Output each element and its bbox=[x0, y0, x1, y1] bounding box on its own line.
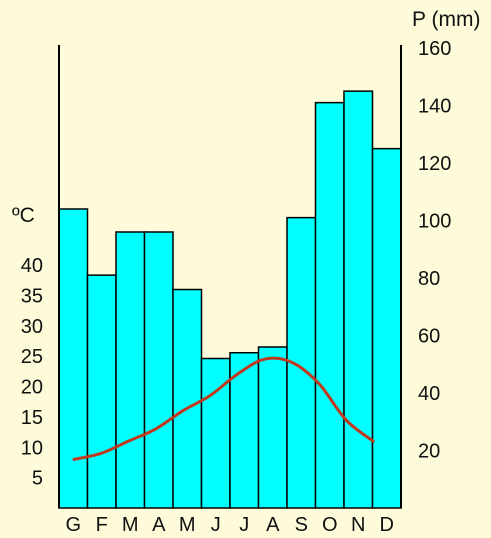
month-label: M bbox=[122, 514, 139, 536]
precipitation-bar bbox=[143, 231, 174, 509]
month-label: F bbox=[96, 514, 108, 536]
month-label: A bbox=[266, 514, 280, 536]
month-label: S bbox=[295, 514, 308, 536]
temperature-tick-label: 15 bbox=[21, 407, 43, 429]
temperature-tick-labels: 5 10 15 20 25 30 35 40 bbox=[21, 255, 43, 490]
precipitation-bar bbox=[115, 231, 146, 509]
month-label: O bbox=[322, 514, 338, 536]
temperature-point bbox=[290, 361, 293, 364]
precipitation-bar bbox=[86, 274, 117, 509]
temperature-tick-label: 25 bbox=[21, 346, 43, 368]
month-label: J bbox=[211, 514, 221, 536]
month-label: G bbox=[65, 514, 81, 536]
temperature-point bbox=[127, 440, 130, 442]
temperature-point bbox=[345, 419, 347, 421]
temperature-tick-label: 10 bbox=[21, 437, 43, 459]
month-label: D bbox=[380, 514, 394, 536]
precipitation-tick-label: 120 bbox=[418, 153, 451, 175]
precipitation-bar bbox=[200, 357, 231, 509]
precipitation-bar bbox=[371, 147, 402, 509]
temperature-line bbox=[72, 356, 375, 461]
precipitation-tick-label: 140 bbox=[418, 96, 451, 118]
month-label: N bbox=[351, 514, 365, 536]
temperature-tick-label: 5 bbox=[32, 468, 43, 490]
month-label: M bbox=[179, 514, 196, 536]
precipitation-axis-label: P (mm) bbox=[412, 8, 480, 31]
month-label: J bbox=[239, 514, 249, 536]
precipitation-bar bbox=[172, 288, 203, 509]
temperature-axis-label: ºC bbox=[12, 204, 35, 227]
temperature-point bbox=[73, 458, 75, 461]
temperature-point bbox=[263, 358, 266, 360]
precipitation-bars bbox=[58, 90, 402, 509]
precipitation-tick-label: 160 bbox=[418, 38, 451, 60]
temperature-tick-label: 20 bbox=[21, 377, 43, 399]
temperature-point bbox=[154, 428, 157, 430]
temperature-tick-label: 30 bbox=[21, 316, 43, 338]
precipitation-tick-label: 80 bbox=[418, 268, 440, 290]
precipitation-tick-labels: 20 40 60 80 100 120 140 160 bbox=[418, 38, 451, 463]
precipitation-bar bbox=[58, 208, 89, 509]
temperature-point bbox=[236, 373, 238, 376]
precipitation-tick-label: 60 bbox=[418, 326, 440, 348]
month-label: A bbox=[152, 514, 166, 536]
temperature-point bbox=[372, 440, 375, 442]
temperature-point bbox=[100, 452, 102, 455]
precipitation-bar bbox=[229, 352, 260, 509]
temperature-point bbox=[209, 394, 211, 397]
temperature-tick-label: 40 bbox=[21, 255, 43, 277]
precipitation-bar bbox=[314, 101, 345, 509]
precipitation-bar bbox=[257, 346, 288, 509]
temperature-point bbox=[182, 410, 184, 412]
precipitation-bar bbox=[343, 90, 374, 509]
temperature-points bbox=[73, 358, 375, 461]
precipitation-tick-label: 100 bbox=[418, 211, 451, 233]
temperature-point bbox=[318, 382, 320, 385]
precipitation-tick-label: 20 bbox=[418, 441, 440, 463]
precipitation-tick-label: 40 bbox=[418, 383, 440, 405]
temperature-tick-label: 35 bbox=[21, 285, 43, 307]
